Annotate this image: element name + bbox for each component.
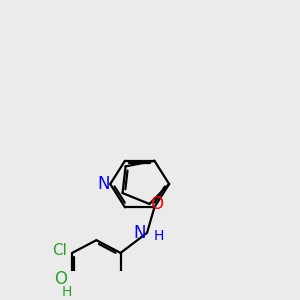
Text: N: N [98, 175, 110, 193]
Text: H: H [154, 229, 164, 243]
Text: O: O [150, 195, 163, 213]
Text: H: H [61, 285, 72, 299]
Text: O: O [54, 270, 67, 288]
Text: Cl: Cl [52, 243, 67, 258]
Text: N: N [133, 224, 145, 242]
